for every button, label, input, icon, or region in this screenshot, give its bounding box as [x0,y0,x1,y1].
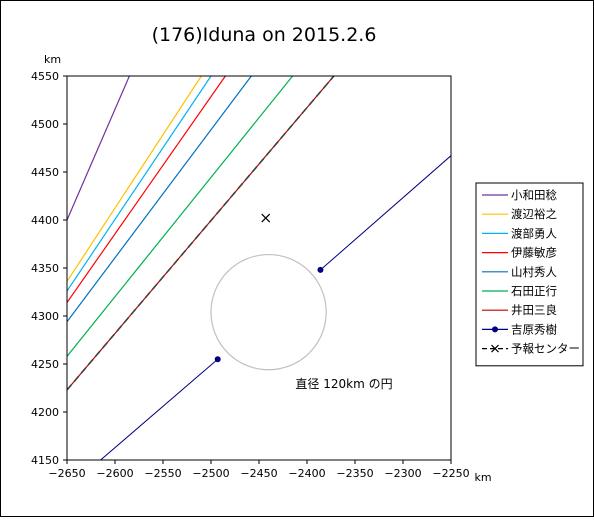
series-5-legend-label: 山村秀人 [511,265,557,279]
series-4-legend-label: 伊藤敏彦 [511,246,557,260]
series-7-legend-label: 井田三良 [511,303,557,317]
y-tick-label-4450: 4450 [31,166,59,179]
x-tick-label-2400: −2400 [288,467,325,480]
series-8-line-2 [320,155,451,271]
series-2-legend-label: 渡辺裕之 [511,207,557,221]
y-tick-label-4200: 4200 [31,406,59,419]
series-1-line [67,76,130,221]
series-2-line [67,76,202,282]
series-9-legend-label: 予報センター [511,342,580,356]
series-8-legend-label: 吉原秀樹 [511,322,557,336]
x-tick-label-2250: −2250 [432,467,469,480]
series-9-legend-marker [491,344,499,353]
series-5-line [67,76,252,323]
legend-box [475,182,584,367]
series-8-line-1 [100,358,219,460]
series-6-line [67,76,294,357]
x-axis-label: km [474,471,491,484]
x-tick-label-2600: −2600 [96,467,133,480]
y-tick-label-4550: 4550 [31,70,59,83]
series-1-legend-label: 小和田稔 [511,188,557,202]
y-tick-label-4400: 4400 [31,214,59,227]
series-9-center-marker [261,213,271,223]
series-6-legend-label: 石田正行 [511,284,557,298]
y-tick-label-4350: 4350 [31,262,59,275]
series-3-legend-label: 渡部勇人 [511,226,557,240]
y-axis-label: km [44,53,61,66]
circle-annotation: 直径 120km の円 [295,377,392,391]
x-tick-label-2300: −2300 [384,467,421,480]
x-tick-label-2550: −2550 [144,467,181,480]
x-tick-label-2450: −2450 [240,467,277,480]
y-tick-label-4500: 4500 [31,118,59,131]
plot-content [67,76,451,460]
series-4-line [67,76,226,303]
x-tick-label-2350: −2350 [336,467,373,480]
series-8-legend-marker [492,326,498,333]
plot-area: 4150 4200 4250 4300 4350 4400 4450 4500 4550 −265… [31,70,470,480]
x-tick-label-2500: −2500 [192,467,229,480]
y-tick-label-4300: 4300 [31,310,59,323]
chart-title: (176)Iduna on 2015.2.6 [152,24,377,46]
series-3-line [67,76,212,292]
reference-circle [210,253,327,371]
y-tick-label-4150: 4150 [31,454,59,467]
plot-border [66,75,452,461]
series-8-point-2 [317,266,324,273]
series-9-line [67,76,335,391]
series-8-point-1 [214,356,221,363]
x-tick-label-2650: −2650 [48,467,85,480]
y-tick-label-4250: 4250 [31,358,59,371]
